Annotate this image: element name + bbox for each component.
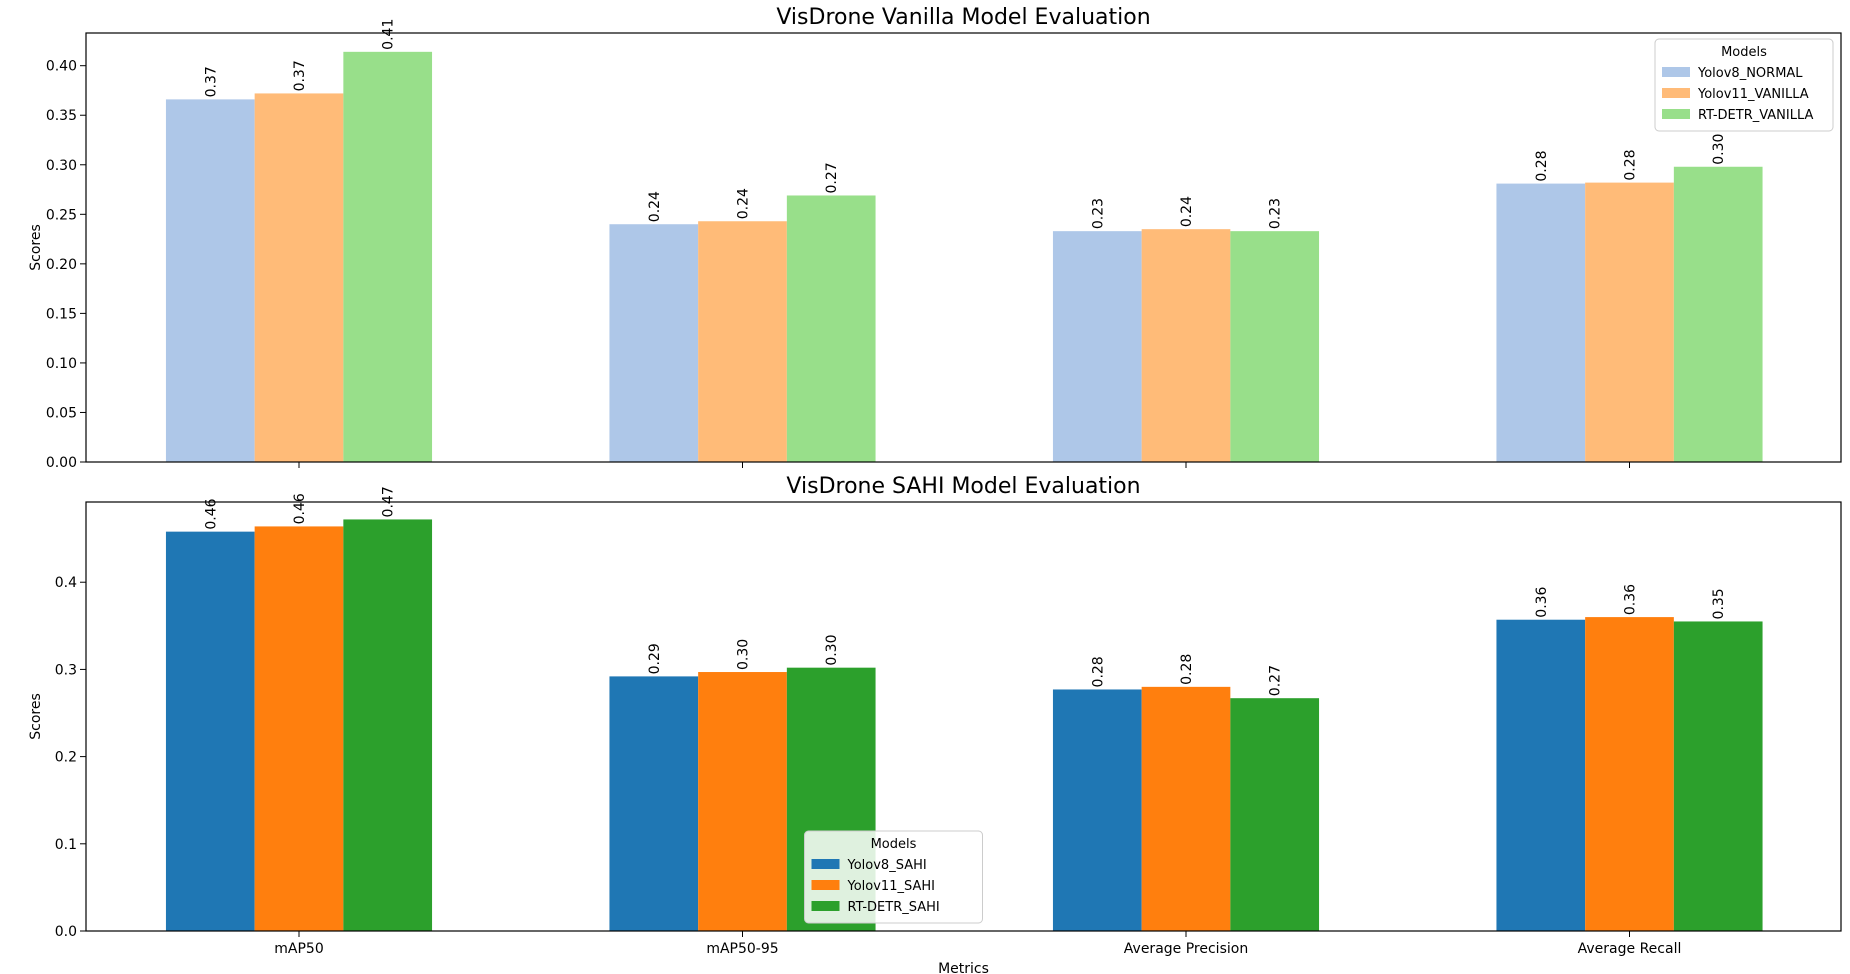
plot-frame xyxy=(85,32,1842,463)
bar-value-label: 0.30 xyxy=(824,634,840,665)
bar-value-label: 0.28 xyxy=(1623,149,1639,180)
bar-RT-DETR_VANILLA-mAP50-95 xyxy=(786,195,876,462)
y-tick-label: 0.0 xyxy=(55,924,77,940)
bar-Yolov8_SAHI-Average-Precision xyxy=(1052,689,1142,931)
bar-value-label: 0.24 xyxy=(647,191,663,222)
bar-Yolov11_SAHI-Average-Precision xyxy=(1141,686,1231,931)
bar-value-label: 0.46 xyxy=(203,498,219,529)
x-tick-label: mAP50 xyxy=(274,941,323,957)
legend-swatch xyxy=(1662,88,1690,98)
bar-Yolov8_SAHI-mAP50 xyxy=(165,531,255,931)
legend: Models Yolov8_SAHI Yolov11_SAHI RT-DETR_SAH… xyxy=(804,830,983,924)
bar-value-label: 0.27 xyxy=(824,162,840,193)
y-tick-label: 0.35 xyxy=(46,108,77,124)
bar-value-label: 0.41 xyxy=(381,19,397,50)
legend-entry: Yolov8_NORMAL xyxy=(1697,66,1803,81)
bar-RT-DETR_SAHI-Average-Recall xyxy=(1673,621,1763,931)
bar-Yolov8_NORMAL-mAP50-95 xyxy=(609,224,699,462)
legend-title: Models xyxy=(871,837,917,852)
bar-value-label: 0.37 xyxy=(203,66,219,97)
bar-Yolov11_VANILLA-mAP50 xyxy=(254,93,344,462)
bar-value-label: 0.30 xyxy=(1711,134,1727,165)
y-tick-label: 0.40 xyxy=(46,59,77,75)
bar-value-label: 0.28 xyxy=(1534,150,1550,181)
bar-value-label: 0.28 xyxy=(1179,654,1195,685)
y-tick-label: 0.3 xyxy=(55,662,77,678)
y-tick-label: 0.05 xyxy=(46,405,77,421)
chart-title: VisDrone Vanilla Model Evaluation xyxy=(776,5,1150,30)
bar-RT-DETR_SAHI-Average-Precision xyxy=(1230,698,1320,931)
legend-entry: Yolov11_VANILLA xyxy=(1697,87,1809,102)
plot-frame xyxy=(85,501,1842,932)
y-tick-label: 0.30 xyxy=(46,158,77,174)
chart-title: VisDrone SAHI Model Evaluation xyxy=(786,474,1140,499)
bar-value-label: 0.37 xyxy=(292,60,308,91)
bar-value-label: 0.30 xyxy=(736,639,752,670)
y-tick-label: 0.10 xyxy=(46,356,77,372)
bar-Yolov8_NORMAL-Average-Recall xyxy=(1496,183,1586,463)
y-tick-label: 0.20 xyxy=(46,257,77,273)
y-tick-label: 0.4 xyxy=(55,575,77,591)
y-tick-label: 0.1 xyxy=(55,837,77,853)
bar-RT-DETR_VANILLA-Average-Precision xyxy=(1230,231,1320,462)
legend-entry: Yolov8_SAHI xyxy=(847,858,927,873)
bar-Yolov11_SAHI-mAP50-95 xyxy=(698,672,787,931)
legend-swatch xyxy=(1662,109,1690,119)
legend-title: Models xyxy=(1721,45,1767,60)
bar-Yolov8_SAHI-Average-Recall xyxy=(1496,619,1586,931)
bar-value-label: 0.35 xyxy=(1711,588,1727,619)
legend-box xyxy=(1654,38,1834,132)
bar-value-label: 0.27 xyxy=(1268,665,1284,696)
y-axis-label: Scores xyxy=(28,693,44,740)
legend-entry: RT-DETR_SAHI xyxy=(848,900,940,915)
legend: Models Yolov8_NORMAL Yolov11_VANILLA RT-DET… xyxy=(1654,38,1834,132)
y-tick-label: 0.25 xyxy=(46,207,77,223)
y-tick-label: 0.00 xyxy=(46,455,77,471)
bar-value-label: 0.23 xyxy=(1268,198,1284,229)
bar-value-label: 0.36 xyxy=(1534,586,1550,617)
bar-Yolov8_SAHI-mAP50-95 xyxy=(609,676,699,931)
y-tick-label: 0.2 xyxy=(55,750,77,766)
legend-swatch xyxy=(811,901,840,911)
bar-Yolov11_VANILLA-Average-Recall xyxy=(1585,182,1674,462)
legend-box xyxy=(804,830,983,924)
bar-Yolov8_NORMAL-mAP50 xyxy=(165,99,255,462)
legend-entry: RT-DETR_VANILLA xyxy=(1698,108,1814,123)
x-axis-label: Metrics xyxy=(938,961,989,974)
chart-panel-1: VisDrone Vanilla Model EvaluationScores0… xyxy=(28,5,1842,471)
legend-swatch xyxy=(1662,67,1690,77)
chart-panel-2: VisDrone SAHI Model Evaluation Scores 0.0 0… xyxy=(28,474,1842,974)
bar-value-label: 0.24 xyxy=(1179,196,1195,227)
x-tick-label: Average Precision xyxy=(1124,941,1248,957)
bar-Yolov11_VANILLA-mAP50-95 xyxy=(698,221,787,462)
bar-value-label: 0.36 xyxy=(1623,584,1639,615)
bar-value-label: 0.46 xyxy=(292,493,308,524)
bar-value-label: 0.29 xyxy=(647,643,663,674)
legend-swatch xyxy=(811,880,840,890)
bar-value-label: 0.23 xyxy=(1090,198,1106,229)
bar-Yolov11_VANILLA-Average-Precision xyxy=(1141,229,1231,462)
bar-value-label: 0.28 xyxy=(1090,656,1106,687)
bar-RT-DETR_VANILLA-Average-Recall xyxy=(1673,166,1763,463)
x-tick-label: mAP50-95 xyxy=(706,941,778,957)
y-axis-label: Scores xyxy=(28,224,44,271)
legend-entry: Yolov11_SAHI xyxy=(847,879,935,894)
bar-RT-DETR_VANILLA-mAP50 xyxy=(343,51,433,462)
bar-RT-DETR_SAHI-mAP50 xyxy=(343,519,433,931)
x-tick-label: Average Recall xyxy=(1578,941,1682,957)
bar-value-label: 0.24 xyxy=(736,188,752,219)
legend-swatch xyxy=(811,859,840,869)
bar-Yolov8_NORMAL-Average-Precision xyxy=(1052,231,1142,462)
bar-Yolov11_SAHI-mAP50 xyxy=(254,526,344,931)
bar-Yolov11_SAHI-Average-Recall xyxy=(1585,617,1674,931)
y-tick-label: 0.15 xyxy=(46,306,77,322)
